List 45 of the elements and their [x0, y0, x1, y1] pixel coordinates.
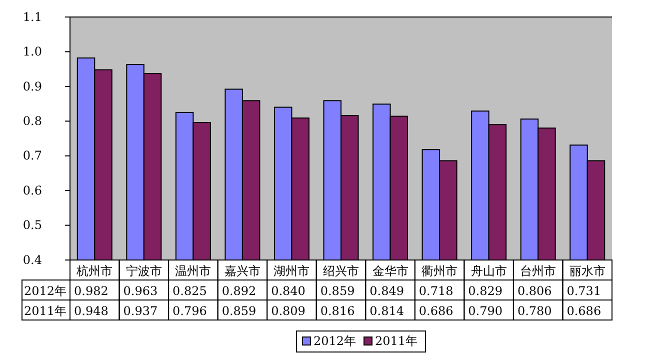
- x-tick-label: 宁波市: [126, 264, 162, 278]
- data-label: 0.859: [320, 284, 355, 298]
- x-tick-label: 温州市: [175, 264, 212, 278]
- legend-label: 2011年: [375, 334, 418, 348]
- x-tick-label: 衢州市: [422, 264, 458, 278]
- data-label: 0.686: [566, 304, 602, 318]
- data-label: 0.840: [271, 284, 306, 298]
- y-tick-label: 0.6: [22, 183, 42, 198]
- y-tick-label: 0.4: [22, 252, 42, 267]
- data-label: 0.796: [172, 304, 207, 318]
- data-label: 0.790: [468, 304, 503, 318]
- data-label: 0.849: [370, 284, 404, 298]
- x-tick-label: 绍兴市: [323, 264, 359, 278]
- data-label: 0.892: [222, 284, 256, 298]
- data-label: 0.948: [74, 304, 108, 318]
- x-tick-label: 湖州市: [274, 264, 310, 278]
- y-tick-label: 0.7: [22, 148, 42, 163]
- data-label: 0.816: [320, 304, 355, 318]
- data-label: 0.731: [566, 284, 602, 298]
- data-label: 0.963: [123, 284, 158, 298]
- data-label: 0.806: [517, 284, 552, 298]
- data-label: 0.829: [468, 284, 503, 298]
- data-label: 0.937: [123, 304, 158, 318]
- data-label: 0.686: [418, 304, 454, 318]
- data-label: 0.859: [222, 304, 256, 318]
- x-tick-label: 金华市: [372, 264, 408, 278]
- text: 2012年: [24, 284, 67, 298]
- y-tick-label: 0.5: [22, 218, 42, 232]
- x-tick-label: 嘉兴市: [224, 264, 260, 278]
- y-tick-label: 0.8: [22, 114, 42, 128]
- data-label: 0.809: [271, 304, 306, 318]
- y-tick-label: 1.0: [22, 44, 42, 59]
- data-label: 0.718: [418, 284, 454, 298]
- data-label: 0.825: [172, 284, 207, 298]
- x-tick-label: 杭州市: [76, 264, 113, 278]
- text: 2011年: [24, 304, 67, 318]
- data-label: 0.982: [74, 284, 108, 298]
- data-label: 0.814: [370, 304, 404, 318]
- data-label: 0.780: [517, 304, 552, 318]
- x-tick-label: 舟山市: [470, 264, 507, 278]
- x-tick-label: 台州市: [520, 264, 556, 278]
- x-tick-label: 丽水市: [569, 264, 606, 278]
- y-tick-label: 1.1: [22, 10, 42, 24]
- legend-label: 2012年: [313, 334, 356, 348]
- y-tick-label: 0.9: [22, 79, 42, 94]
